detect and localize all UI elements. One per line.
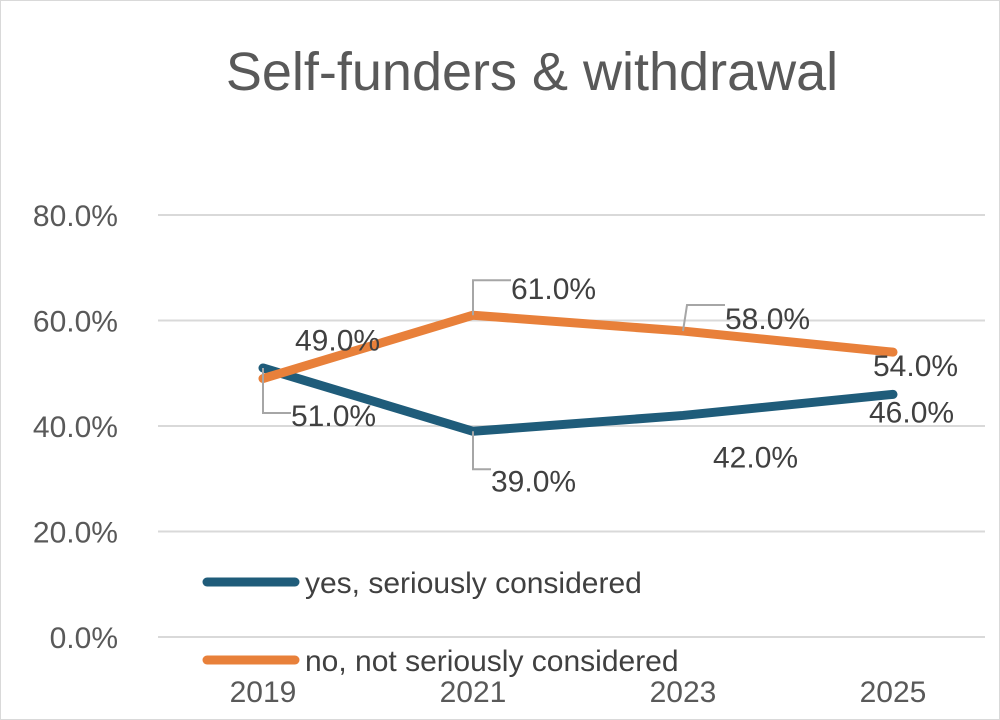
data-label: 46.0%: [869, 396, 954, 429]
x-tick-label: 2023: [650, 676, 717, 709]
label-leader-line: [472, 279, 511, 316]
x-tick-label: 2025: [860, 676, 927, 709]
series-line-no: [258, 310, 898, 384]
chart-title: Self-funders & withdrawal: [226, 42, 838, 102]
series-line-yes: [258, 363, 898, 436]
y-tick-label: 80.0%: [33, 200, 118, 233]
y-tick-label: 20.0%: [33, 517, 118, 550]
data-label: 49.0%: [295, 325, 380, 358]
x-tick-label: 2019: [230, 676, 297, 709]
legend-entry: no, not seriously considered: [305, 645, 679, 678]
label-leader-line: [682, 304, 725, 332]
data-label: 54.0%: [873, 350, 958, 383]
label-leader-line: [472, 431, 491, 471]
legend-entry: yes, seriously considered: [305, 567, 642, 600]
data-label: 51.0%: [291, 400, 376, 433]
y-tick-label: 40.0%: [33, 411, 118, 444]
data-label: 61.0%: [511, 273, 596, 306]
data-label: 58.0%: [725, 303, 810, 336]
y-tick-label: 60.0%: [33, 306, 118, 339]
label-leader-line: [262, 367, 291, 414]
y-tick-label: 0.0%: [50, 622, 118, 655]
data-label: 42.0%: [713, 441, 798, 474]
data-label: 39.0%: [491, 465, 576, 498]
x-tick-label: 2021: [440, 676, 507, 709]
